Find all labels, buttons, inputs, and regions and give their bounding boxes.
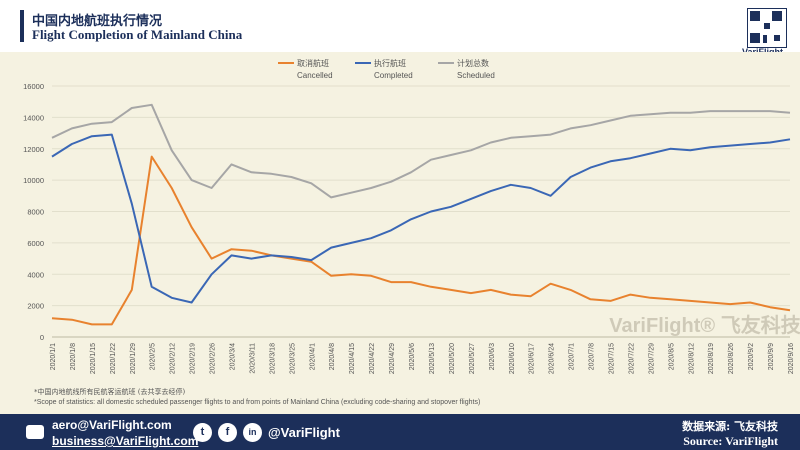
x-tick-label: 2020/3/4	[230, 343, 237, 370]
page-title-en: Flight Completion of Mainland China	[32, 27, 243, 42]
line-chart: 0 2000 4000 6000 8000 10000 12000 14000 16000 202…	[23, 58, 800, 406]
legend-label-cn: 计划总数	[457, 58, 489, 68]
x-tick-label: 2020/4/29	[389, 343, 396, 374]
x-tick-label: 2020/8/26	[728, 343, 735, 374]
x-tick-label: 2020/9/2	[748, 343, 755, 370]
x-tick-label: 2020/7/22	[628, 343, 635, 374]
y-tick-label: 6000	[27, 239, 44, 248]
x-tick-label: 2020/1/22	[110, 343, 117, 374]
y-tick-label: 16000	[23, 82, 44, 91]
legend-label-en: Completed	[374, 71, 413, 80]
y-tick-label: 14000	[23, 113, 44, 122]
page-title-cn: 中国内地航班执行情况	[32, 14, 163, 29]
series-line-completed	[51, 133, 791, 304]
x-tick-label: 2020/7/1	[569, 343, 576, 370]
x-tick-label: 2020/2/19	[190, 343, 197, 374]
legend-label-en: Scheduled	[457, 71, 495, 80]
x-tick-label: 2020/5/27	[469, 343, 476, 374]
y-tick-label: 8000	[27, 208, 44, 217]
x-tick-label: 2020/1/29	[130, 343, 137, 374]
facebook-icon[interactable]: f	[218, 423, 237, 442]
y-tick-label: 0	[40, 333, 44, 342]
source-en: Source: VariFlight	[683, 434, 778, 448]
y-tick-label: 12000	[23, 145, 44, 154]
legend-label-cn: 取消航班	[297, 58, 329, 68]
chart-area: 0 2000 4000 6000 8000 10000 12000 14000 16000 202…	[0, 52, 800, 414]
y-tick-label: 4000	[27, 270, 44, 279]
x-tick-label: 2020/6/3	[489, 343, 496, 370]
x-tick-label: 2020/7/8	[589, 343, 596, 370]
x-tick-label: 2020/3/25	[289, 343, 296, 374]
mail-icon	[26, 425, 44, 439]
footnote-en: *Scope of statistics: all domestic sched…	[34, 399, 480, 406]
x-tick-label: 2020/1/1	[50, 343, 57, 370]
y-tick-label: 10000	[23, 176, 44, 185]
x-tick-label: 2020/8/12	[688, 343, 695, 374]
x-tick-label: 2020/2/5	[150, 343, 157, 370]
x-tick-label: 2020/5/13	[429, 343, 436, 374]
series-line-scheduled	[51, 103, 791, 199]
x-tick-label: 2020/6/10	[509, 343, 516, 374]
x-tick-label: 2020/7/15	[608, 343, 615, 374]
x-tick-label: 2020/9/9	[768, 343, 775, 370]
header: 中国内地航班执行情况 Flight Completion of Mainland…	[0, 0, 800, 57]
email-link-aero[interactable]: aero@VariFlight.com	[52, 418, 172, 432]
watermark-text: VariFlight® 飞友科技	[609, 313, 800, 337]
linkedin-icon[interactable]: in	[243, 423, 262, 442]
x-tick-label: 2020/9/16	[788, 343, 795, 374]
x-tick-label: 2020/6/24	[549, 343, 556, 374]
x-tick-label: 2020/3/11	[249, 343, 256, 374]
x-tick-label: 2020/5/6	[409, 343, 416, 370]
email-link-business[interactable]: business@VariFlight.com	[52, 434, 199, 448]
x-tick-label: 2020/7/29	[648, 343, 655, 374]
social-handle[interactable]: @VariFlight	[268, 425, 340, 440]
x-tick-label: 2020/5/20	[449, 343, 456, 374]
x-tick-label: 2020/4/22	[369, 343, 376, 374]
x-tick-label: 2020/1/8	[70, 343, 77, 370]
x-tick-label: 2020/8/19	[708, 343, 715, 374]
x-tick-label: 2020/4/15	[349, 343, 356, 374]
x-tick-label: 2020/4/8	[329, 343, 336, 370]
footer: aero@VariFlight.com business@VariFlight.…	[0, 414, 800, 450]
source-cn: 数据来源: 飞友科技	[682, 420, 778, 433]
series-line-cancelled	[51, 155, 791, 326]
x-tick-label: 2020/2/26	[210, 343, 217, 374]
x-tick-label: 2020/1/15	[90, 343, 97, 374]
x-tick-label: 2020/4/1	[309, 343, 316, 370]
x-tick-label: 2020/3/18	[269, 343, 276, 374]
qr-code-icon	[747, 8, 787, 48]
twitter-icon[interactable]: t	[193, 423, 212, 442]
x-tick-label: 2020/8/5	[668, 343, 675, 370]
y-tick-label: 2000	[27, 302, 44, 311]
x-tick-label: 2020/2/12	[170, 343, 177, 374]
footnote-cn: *中国内地航线所有民航客运航班 (去共享去经停)	[34, 387, 185, 396]
x-tick-label: 2020/6/17	[529, 343, 536, 374]
legend-label-cn: 执行航班	[374, 58, 406, 68]
legend-label-en: Cancelled	[297, 71, 333, 80]
title-accent-bar	[20, 10, 24, 42]
